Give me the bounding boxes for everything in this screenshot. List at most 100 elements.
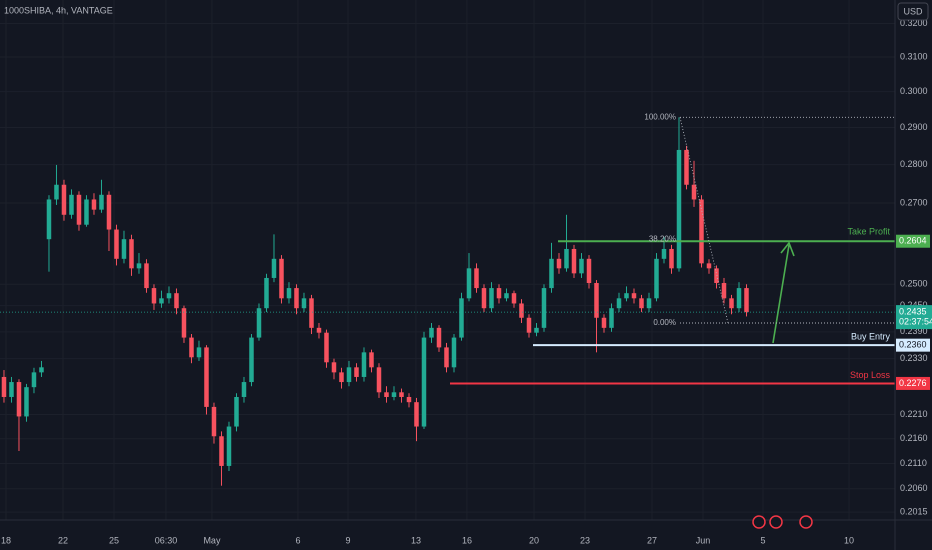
candle-body bbox=[264, 277, 269, 309]
candle-body bbox=[556, 258, 562, 269]
y-tick-label: 0.2060 bbox=[900, 483, 928, 493]
candle-body bbox=[324, 332, 329, 363]
candle-body bbox=[39, 367, 44, 373]
candle-body bbox=[204, 347, 209, 407]
candle-body bbox=[361, 352, 367, 377]
event-icon[interactable] bbox=[769, 515, 783, 529]
candle-body bbox=[271, 258, 277, 278]
event-icon[interactable] bbox=[752, 515, 766, 529]
candle-body bbox=[631, 293, 637, 299]
candle-body bbox=[466, 268, 472, 299]
y-tick-label: 0.3200 bbox=[900, 18, 928, 28]
y-tick-label: 0.2110 bbox=[900, 458, 927, 468]
chart-title: 1000SHIBA, 4h, VANTAGE bbox=[4, 5, 113, 15]
candle-body bbox=[639, 298, 644, 309]
candle-body bbox=[661, 248, 667, 259]
candle-body bbox=[279, 258, 284, 299]
candle-body bbox=[586, 258, 592, 284]
candle-body bbox=[1, 376, 7, 397]
candle-body bbox=[234, 396, 239, 427]
candle-body bbox=[316, 327, 322, 333]
y-tick-label: 0.2800 bbox=[900, 159, 928, 169]
level-name: Stop Loss bbox=[850, 370, 891, 380]
candle-body bbox=[436, 327, 442, 348]
candle-body bbox=[121, 239, 127, 259]
candle-body bbox=[226, 426, 232, 466]
x-tick-label: 18 bbox=[1, 535, 11, 545]
arrow-head bbox=[780, 241, 795, 257]
x-tick-label: May bbox=[203, 535, 221, 545]
candle-body bbox=[421, 337, 427, 427]
level-name: Take Profit bbox=[847, 227, 890, 237]
candle-body bbox=[699, 199, 704, 264]
candle-body bbox=[54, 184, 59, 200]
candle-body bbox=[654, 258, 659, 299]
candle-body bbox=[129, 239, 134, 269]
candle-body bbox=[76, 194, 82, 225]
candle-body bbox=[676, 149, 682, 269]
candle-body bbox=[391, 392, 397, 397]
candle-body bbox=[474, 268, 479, 289]
candle-body bbox=[376, 367, 382, 393]
x-tick-label: Jun bbox=[696, 535, 711, 545]
y-tick-label: 0.2330 bbox=[900, 353, 928, 363]
arrow bbox=[772, 244, 790, 344]
candle-body bbox=[301, 298, 307, 309]
candle-body bbox=[189, 337, 194, 358]
candle-body bbox=[354, 367, 359, 377]
y-tick-label: 0.2390 bbox=[900, 326, 928, 336]
candle-body bbox=[399, 392, 404, 397]
currency[interactable]: USD bbox=[903, 6, 923, 16]
candle-body bbox=[646, 298, 652, 309]
candle-body bbox=[241, 382, 247, 397]
event-icons bbox=[752, 515, 813, 529]
level-badge bbox=[896, 338, 930, 352]
candle-body bbox=[579, 258, 584, 274]
candles bbox=[1, 117, 749, 486]
candle-body bbox=[549, 258, 554, 289]
level-badge bbox=[896, 234, 930, 248]
candle-body bbox=[744, 288, 749, 313]
y-tick-label: 0.2500 bbox=[900, 279, 928, 289]
candle-body bbox=[489, 288, 494, 309]
candle-body bbox=[286, 288, 292, 299]
x-tick-label: 9 bbox=[346, 535, 351, 545]
candle-body bbox=[91, 199, 97, 210]
candle-body bbox=[151, 288, 157, 304]
fib-label: 0.00% bbox=[653, 318, 676, 327]
level-price: 0.2604 bbox=[899, 236, 927, 246]
axes: 0.3200 0.3100 0.3000 0.2900 0.2800 0.2700 0.25… bbox=[1, 18, 932, 545]
candle-body bbox=[504, 293, 509, 299]
event-icon[interactable] bbox=[799, 515, 813, 529]
candle-body bbox=[159, 298, 164, 304]
candle-body bbox=[331, 362, 337, 373]
fib-trend bbox=[679, 117, 729, 324]
candle-body bbox=[541, 288, 547, 328]
candle-body bbox=[706, 263, 712, 269]
y-tick-label: 0.2700 bbox=[900, 197, 928, 207]
last-price-label: 0.2435 bbox=[899, 306, 927, 316]
candle-body bbox=[511, 293, 517, 304]
x-tick-label: 27 bbox=[647, 535, 657, 545]
candle-body bbox=[526, 317, 532, 333]
countdown: 02:37:54 bbox=[899, 316, 932, 326]
candle-body bbox=[601, 317, 607, 328]
candle-body bbox=[736, 288, 742, 309]
y-tick-label: 0.2900 bbox=[900, 122, 928, 132]
candle-body bbox=[444, 347, 449, 368]
candle-body bbox=[181, 308, 187, 338]
candle-body bbox=[594, 283, 599, 318]
candle-body bbox=[519, 303, 524, 318]
currency-button[interactable] bbox=[897, 2, 929, 21]
x-tick-label: 16 bbox=[462, 535, 472, 545]
y-tick-label: 0.3100 bbox=[900, 51, 928, 61]
x-tick-label: 5 bbox=[760, 535, 765, 545]
candle-body bbox=[249, 337, 254, 383]
candle-body bbox=[211, 406, 217, 437]
candle-body bbox=[616, 298, 622, 309]
candle-body bbox=[294, 288, 299, 309]
x-tick-label: 13 bbox=[411, 535, 421, 545]
candle-body bbox=[609, 308, 614, 328]
x-tick-label: 6 bbox=[295, 535, 300, 545]
candle-body bbox=[16, 382, 22, 417]
